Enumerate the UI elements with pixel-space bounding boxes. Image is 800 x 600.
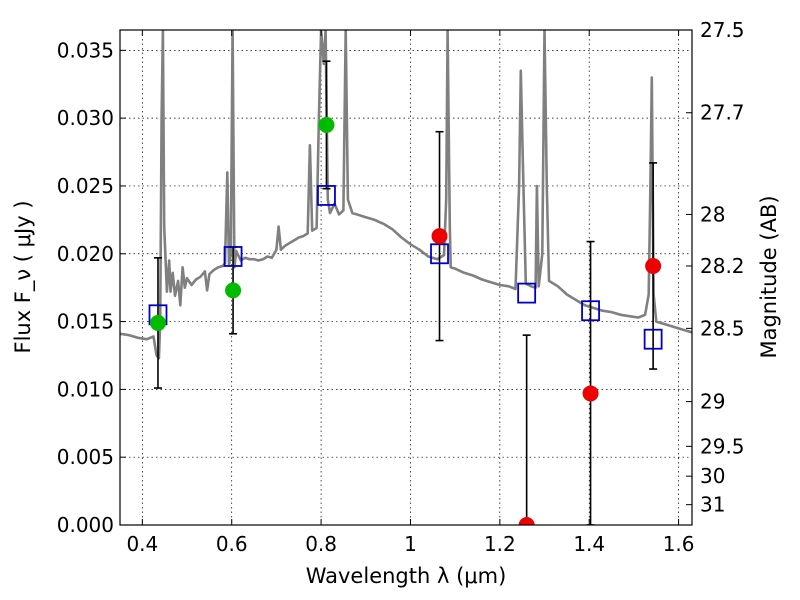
model-band-square (223, 246, 243, 267)
model-band-square (517, 282, 537, 304)
x-tick-label: 0.6 (216, 532, 248, 556)
model-band-square (581, 300, 600, 322)
x-tick-label: 1.6 (663, 532, 695, 556)
y-tick-label: 0.035 (57, 38, 114, 62)
observed-point (149, 314, 166, 331)
y-axis-ticks: 0.000 0.005 0.010 0.015 0.020 0.025 0.030 0.035 (57, 38, 126, 537)
observed-point (318, 116, 335, 133)
x-axis-ticks: 0.4 0.6 0.8 1 1.2 1.4 1.6 (126, 30, 695, 556)
x-axis-title: Wavelength λ (μm) (306, 564, 507, 588)
observed-point (518, 517, 535, 525)
plot-frame (119, 29, 693, 526)
error-bars (153, 60, 658, 525)
y-tick-label: 0.005 (57, 445, 114, 469)
x-tick-label: 1.4 (573, 532, 605, 556)
model-band-square (643, 328, 663, 350)
observed-point (225, 282, 242, 299)
model-spectrum-line (120, 30, 692, 360)
model-band-square (430, 243, 449, 265)
plot-background (120, 30, 692, 525)
x-tick-label: 1 (404, 532, 417, 556)
y-tick-label: 0.015 (57, 310, 114, 334)
right-axis-ticks: 27.5 27.7 28 28.2 28.5 29 29.5 30 31 (686, 18, 745, 517)
y-tick-label: 0.010 (57, 377, 114, 401)
observed-point (645, 257, 662, 274)
y-tick-label: 0.030 (57, 106, 114, 130)
model-band-square (317, 185, 336, 206)
x-tick-label: 0.4 (126, 532, 158, 556)
y-tick-label: 0.000 (57, 513, 114, 537)
observed-point (431, 228, 448, 245)
right-tick-label: 29.5 (700, 434, 745, 458)
right-tick-label: 29 (700, 390, 725, 414)
right-axis-title: Magnitude (AB) (757, 195, 781, 358)
model-band-squares (148, 185, 663, 350)
grid (120, 30, 692, 526)
x-tick-label: 1.2 (484, 532, 516, 556)
plot-area (120, 30, 692, 525)
right-tick-label: 27.5 (700, 18, 745, 42)
y-tick-label: 0.025 (57, 174, 114, 198)
observed-point (582, 385, 599, 402)
right-tick-label: 31 (700, 493, 725, 517)
right-tick-label: 30 (700, 464, 725, 488)
y-axis-title: Flux F_ν ( μJy ) (11, 200, 36, 353)
right-tick-label: 27.7 (700, 101, 745, 125)
observed-points (149, 116, 662, 525)
right-tick-label: 28.2 (700, 254, 745, 278)
x-tick-label: 0.8 (305, 532, 337, 556)
right-tick-label: 28.5 (700, 316, 745, 340)
y-tick-label: 0.020 (57, 242, 114, 266)
right-tick-label: 28 (700, 202, 725, 226)
